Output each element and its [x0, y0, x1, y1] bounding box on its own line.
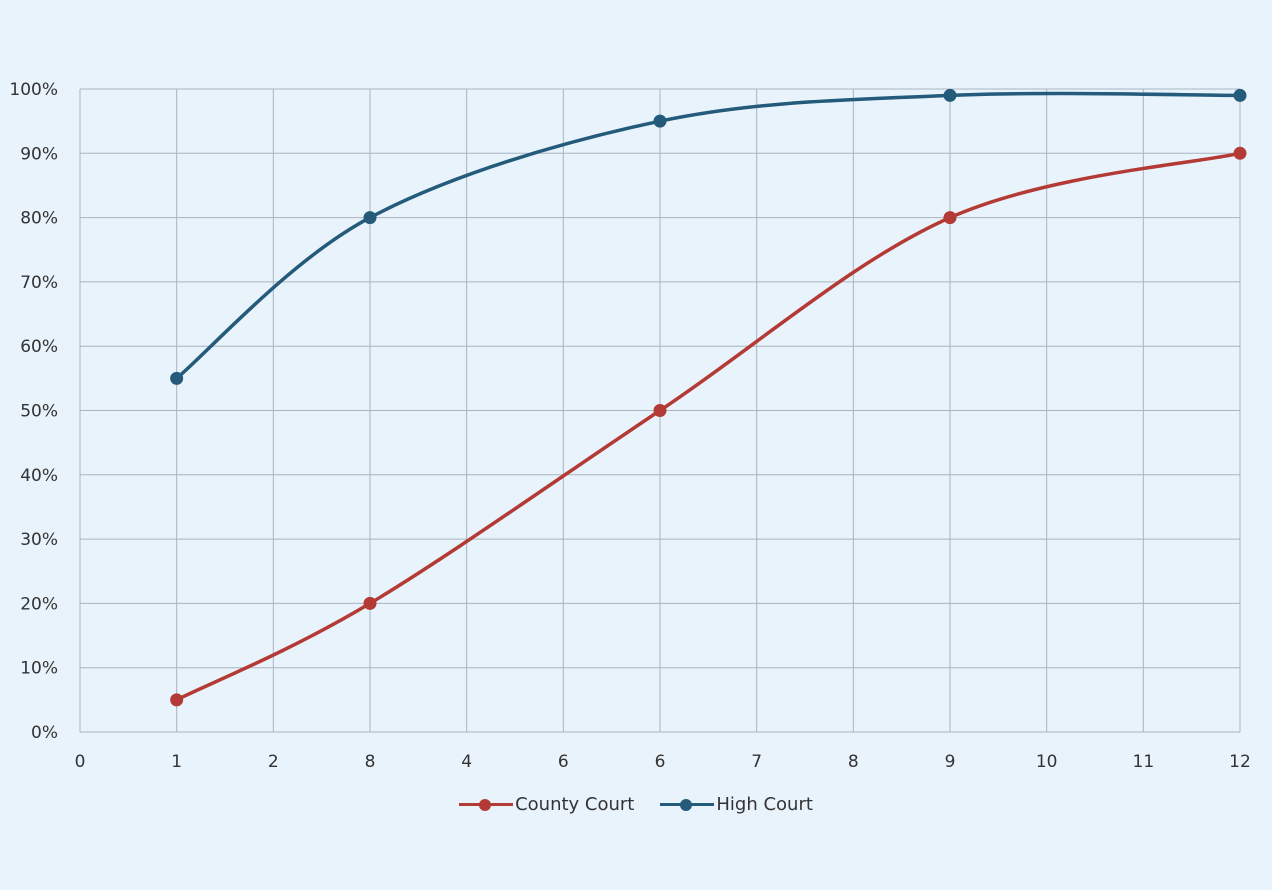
legend-item-high-court[interactable]: High Court — [660, 794, 813, 815]
high-court-data-point[interactable] — [1233, 88, 1247, 102]
x-tick-label: 10 — [1036, 752, 1058, 772]
y-tick-label: 0% — [31, 723, 58, 743]
x-tick-label: 12 — [1229, 752, 1251, 772]
county-court-data-point[interactable] — [1233, 146, 1247, 160]
legend-label: County Court — [515, 794, 635, 815]
y-tick-label: 10% — [20, 659, 58, 679]
high-court-line — [174, 91, 1242, 381]
x-tick-label: 6 — [655, 752, 666, 772]
x-axis-labels: 0 1 2 8 4 6 6 7 8 9 10 11 12 — [75, 752, 1251, 772]
y-tick-label: 20% — [20, 594, 58, 614]
county-court-line — [174, 151, 1242, 702]
high-court-data-point[interactable] — [170, 371, 184, 385]
high-court-line-marker-icon — [660, 795, 715, 815]
x-tick-label: 2 — [268, 752, 279, 772]
y-tick-label: 30% — [20, 530, 58, 550]
y-axis-labels: 0% 10% 20% 30% 40% 50% 60% 70% 80% 90% 100% — [9, 80, 58, 743]
county-court-data-point[interactable] — [170, 693, 184, 707]
chart-series — [170, 88, 1247, 707]
high-court-data-point[interactable] — [943, 88, 957, 102]
x-tick-label: 1 — [171, 752, 182, 772]
county-court-line-marker-icon — [459, 795, 514, 815]
high-court-data-point[interactable] — [653, 114, 667, 128]
x-tick-label: 0 — [75, 752, 86, 772]
y-tick-label: 90% — [20, 144, 58, 164]
county-court-data-point[interactable] — [943, 211, 957, 225]
legend-label: High Court — [716, 794, 813, 815]
y-tick-label: 60% — [20, 337, 58, 357]
x-tick-label: 6 — [558, 752, 569, 772]
x-tick-label: 7 — [751, 752, 762, 772]
high-court-data-point[interactable] — [363, 211, 377, 225]
x-tick-label: 8 — [365, 752, 376, 772]
y-tick-label: 70% — [20, 273, 58, 293]
x-tick-label: 4 — [461, 752, 472, 772]
x-tick-label: 9 — [945, 752, 956, 772]
county-court-data-point[interactable] — [653, 404, 667, 417]
county-court-data-point[interactable] — [363, 596, 377, 610]
y-tick-label: 80% — [20, 209, 58, 229]
x-tick-label: 8 — [848, 752, 859, 772]
y-tick-label: 40% — [20, 466, 58, 486]
y-tick-label: 100% — [9, 80, 58, 100]
legend-item-county-court[interactable]: County Court — [459, 794, 634, 815]
chart-legend: County Court High Court — [0, 794, 1272, 815]
y-tick-label: 50% — [20, 402, 58, 422]
x-tick-label: 11 — [1133, 752, 1155, 772]
